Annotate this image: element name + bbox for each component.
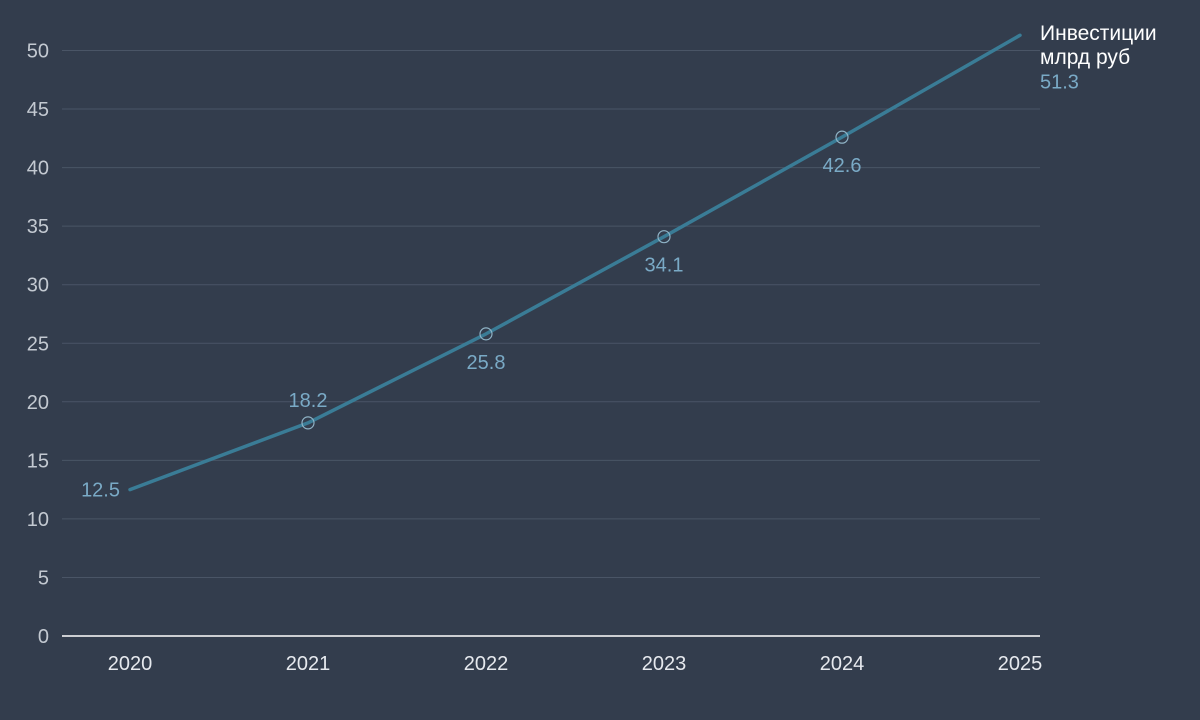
y-tick-label: 15 [27,450,49,472]
data-point [479,327,493,341]
end-value-label: 51.3 [1040,71,1079,93]
data-labels: 12.5 18.2 25.8 34.1 42.6 51.3 [81,71,1079,501]
x-tick-label: 2022 [464,653,509,675]
y-tick-label: 5 [38,567,49,589]
y-tick-label: 50 [27,41,49,63]
data-point [657,230,671,244]
series-line-investments [128,33,1022,492]
data-label: 25.8 [467,352,506,374]
data-label: 12.5 [81,480,120,502]
data-point [835,130,849,144]
x-axis: 2020 2021 2022 2023 2024 2025 [108,653,1043,675]
series-name-line-1: Инвестиции [1040,22,1157,45]
data-label: 18.2 [289,390,328,412]
y-tick-label: 0 [38,626,49,648]
y-tick-label: 35 [27,216,49,238]
x-tick-label: 2023 [642,653,687,675]
y-axis: 0 5 10 15 20 25 30 35 40 45 50 [27,41,49,649]
y-tick-label: 20 [27,392,49,414]
y-tick-label: 25 [27,333,49,355]
y-tick-label: 40 [27,158,49,180]
data-points [301,130,849,430]
x-tick-label: 2020 [108,653,153,675]
x-tick-label: 2024 [820,653,865,675]
data-point [301,416,315,430]
x-tick-label: 2021 [286,653,331,675]
y-tick-label: 45 [27,99,49,121]
x-tick-label: 2025 [998,653,1043,675]
gridlines [62,50,1040,578]
y-tick-label: 30 [27,275,49,297]
series-name-label: Инвестиции млрд руб [1040,22,1162,69]
data-label: 34.1 [645,255,684,277]
data-label: 42.6 [823,155,862,177]
series-name-line-2: млрд руб [1040,46,1130,69]
y-tick-label: 10 [27,509,49,531]
